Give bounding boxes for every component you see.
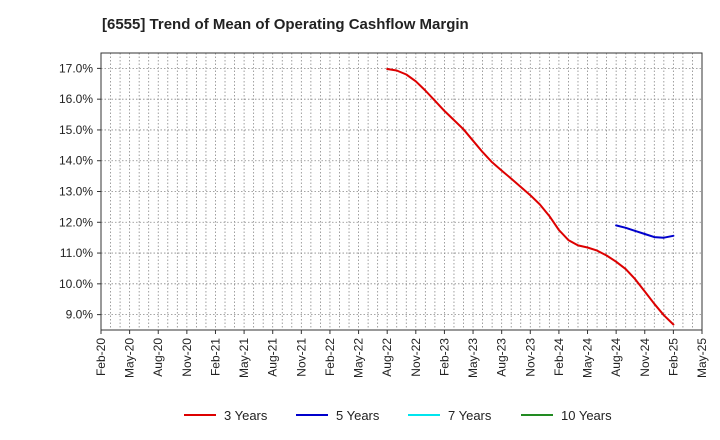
x-tick-label: Feb-22 <box>323 338 337 376</box>
x-tick-label: Nov-21 <box>294 338 308 377</box>
x-axis-ticks: Feb-20 May-20 Aug-20 Nov-20 Feb-21 May-21 Aug-… <box>94 330 709 378</box>
x-tick-label: May-21 <box>237 338 251 378</box>
x-tick-label: Nov-24 <box>638 338 652 377</box>
x-tick-label: Nov-22 <box>409 338 423 377</box>
x-tick-label: Aug-24 <box>609 338 623 377</box>
legend-label-10-years: 10 Years <box>561 408 612 423</box>
y-tick-label: 12.0% <box>59 215 93 229</box>
x-tick-label: May-24 <box>581 338 595 378</box>
x-tick-label: Feb-21 <box>208 338 222 376</box>
y-tick-label: 17.0% <box>59 61 93 75</box>
x-tick-label: Feb-25 <box>666 338 680 376</box>
grid-lines <box>101 53 702 330</box>
legend-label-7-years: 7 Years <box>448 408 492 423</box>
plot-area-frame <box>100 52 703 331</box>
x-tick-label: May-22 <box>352 338 366 378</box>
series-line-3-years <box>386 68 675 326</box>
x-tick-label: Nov-23 <box>523 338 537 377</box>
x-tick-label: Feb-24 <box>552 338 566 376</box>
x-tick-label: Feb-20 <box>94 338 108 376</box>
legend: 3 Years 5 Years 7 Years 10 Years <box>184 408 612 423</box>
x-tick-label: May-20 <box>123 338 137 378</box>
x-tick-label: May-25 <box>695 338 709 378</box>
x-tick-label: Nov-20 <box>180 338 194 377</box>
x-tick-label: Aug-22 <box>380 338 394 377</box>
x-tick-label: May-23 <box>466 338 480 378</box>
x-tick-label: Aug-20 <box>151 338 165 377</box>
y-tick-label: 14.0% <box>59 154 93 168</box>
y-tick-label: 10.0% <box>59 277 93 291</box>
y-tick-label: 11.0% <box>60 246 93 260</box>
legend-label-3-years: 3 Years <box>224 408 268 423</box>
y-tick-label: 16.0% <box>59 92 93 106</box>
y-axis-ticks: 9.0% 10.0% 11.0% 12.0% 13.0% 14.0% 15.0% 16.0% 1… <box>59 61 101 322</box>
x-tick-label: Aug-23 <box>495 338 509 377</box>
series-line-5-years <box>615 224 675 239</box>
x-tick-label: Feb-23 <box>437 338 451 376</box>
y-tick-label: 15.0% <box>59 123 93 137</box>
series-lines <box>386 68 675 326</box>
y-tick-label: 13.0% <box>59 185 93 199</box>
y-tick-label: 9.0% <box>66 308 94 322</box>
legend-label-5-years: 5 Years <box>336 408 380 423</box>
chart-title: [6555] Trend of Mean of Operating Cashfl… <box>102 16 469 33</box>
x-tick-label: Aug-21 <box>266 338 280 377</box>
